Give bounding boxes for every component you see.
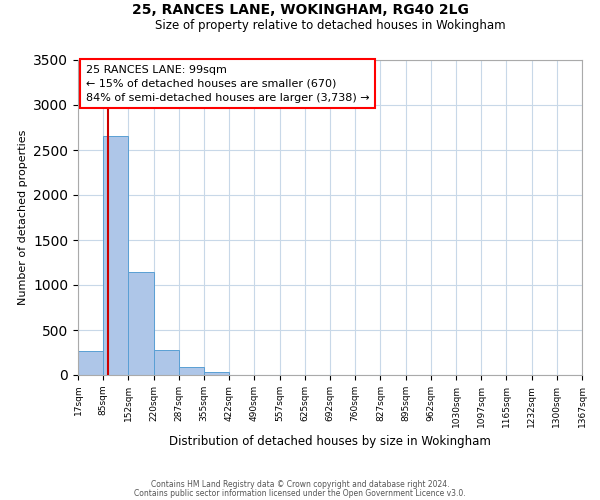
Text: Contains HM Land Registry data © Crown copyright and database right 2024.: Contains HM Land Registry data © Crown c… (151, 480, 449, 489)
Bar (128, 272, 154, 375)
Text: Contains public sector information licensed under the Open Government Licence v3: Contains public sector information licen… (134, 488, 466, 498)
Bar (103, 136, 128, 375)
Bar (154, 350, 179, 375)
Title: Size of property relative to detached houses in Wokingham: Size of property relative to detached ho… (155, 20, 505, 32)
Text: 25, RANCES LANE, WOKINGHAM, RG40 2LG: 25, RANCES LANE, WOKINGHAM, RG40 2LG (131, 2, 469, 16)
Y-axis label: Number of detached properties: Number of detached properties (17, 130, 28, 305)
Bar (78, 350, 103, 375)
X-axis label: Distribution of detached houses by size in Wokingham: Distribution of detached houses by size … (169, 435, 491, 448)
Text: 25 RANCES LANE: 99sqm
← 15% of detached houses are smaller (670)
84% of semi-det: 25 RANCES LANE: 99sqm ← 15% of detached … (86, 64, 369, 102)
Bar (204, 372, 229, 375)
Bar (179, 367, 204, 375)
